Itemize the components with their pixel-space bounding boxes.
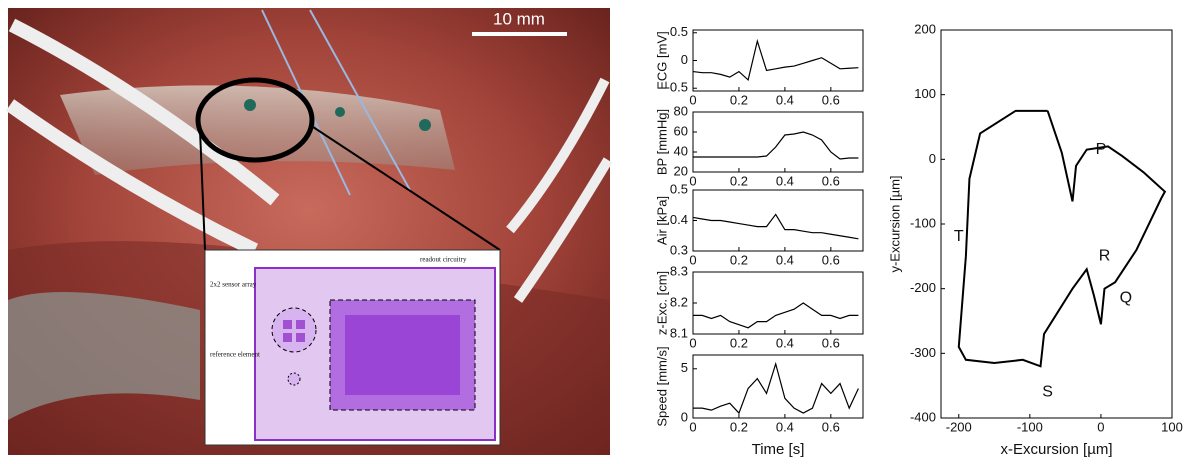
x-tick-label: -100 — [1017, 419, 1043, 434]
x-tick-label: 0.4 — [776, 252, 794, 267]
y-tick-label: 80 — [674, 103, 688, 118]
x-tick-label: 0.6 — [822, 419, 840, 434]
chip-label: reference element — [210, 351, 260, 359]
data-line — [693, 364, 858, 413]
x-tick-label: 0.4 — [776, 173, 794, 188]
x-tick-label: 0.6 — [822, 173, 840, 188]
y-tick-label: 100 — [914, 86, 936, 101]
plot-frame — [693, 30, 863, 91]
x-tick-label: 0 — [689, 419, 696, 434]
chip-label: readout circuitry — [420, 256, 467, 264]
annotation: R — [1099, 248, 1111, 265]
y-tick-label: -100 — [910, 215, 936, 230]
annotation: P — [1096, 141, 1107, 158]
y-tick-label: 0.5 — [670, 181, 688, 196]
y-tick-label: 0.3 — [670, 242, 688, 257]
x-tick-label: 0.4 — [776, 419, 794, 434]
y-tick-label: 0 — [681, 52, 688, 67]
y-tick-label: 0.5 — [670, 24, 688, 39]
data-line — [959, 111, 1165, 366]
x-tick-label: -200 — [946, 419, 972, 434]
y-axis-label: y-Excursion [µm] — [887, 175, 902, 272]
y-tick-label: 5 — [681, 360, 688, 375]
plot-frame — [693, 272, 863, 334]
x-axis-label: Time [s] — [752, 441, 805, 458]
photo: 10 mm 2x2 sensor array readout circuitry… — [8, 8, 610, 455]
y-axis-label: z-Exc. [cm] — [654, 271, 669, 335]
data-line — [693, 132, 858, 159]
x-tick-label: 0.2 — [730, 173, 748, 188]
x-tick-label: 0.4 — [776, 335, 794, 350]
plot-frame — [693, 112, 863, 172]
x-tick-label: 0 — [1097, 419, 1104, 434]
annotation: T — [954, 228, 964, 245]
y-tick-label: 20 — [674, 163, 688, 178]
x-tick-label: 100 — [1161, 419, 1183, 434]
y-tick-label: -400 — [910, 409, 936, 424]
y-tick-label: -200 — [910, 280, 936, 295]
x-axis-label: x-Excursion [µm] — [1001, 441, 1113, 458]
x-tick-label: 0.4 — [776, 92, 794, 107]
x-tick-label: 0.6 — [822, 252, 840, 267]
y-tick-label: 200 — [914, 21, 936, 36]
y-tick-label: 0.4 — [670, 212, 688, 227]
y-tick-label: 60 — [674, 123, 688, 138]
data-line — [693, 41, 858, 80]
x-tick-label: 0.6 — [822, 92, 840, 107]
y-tick-label: 8.3 — [670, 263, 688, 278]
figure: 10 mm 2x2 sensor array readout circuitry… — [0, 0, 1195, 459]
y-axis-label: BP [mmHg] — [654, 109, 669, 175]
data-line — [693, 303, 858, 328]
x-tick-label: 0.2 — [730, 92, 748, 107]
x-tick-label: 0 — [689, 252, 696, 267]
y-axis-label: ECG [mV] — [654, 31, 669, 90]
chip-label: 2x2 sensor array — [210, 281, 257, 289]
y-tick-label: 0 — [681, 409, 688, 424]
x-tick-label: 0 — [689, 335, 696, 350]
y-tick-label: -300 — [910, 345, 936, 360]
y-tick-label: 0 — [929, 151, 936, 166]
data-line — [693, 214, 858, 238]
y-tick-label: 8.2 — [670, 294, 688, 309]
y-tick-label: 40 — [674, 143, 688, 158]
x-tick-label: 0 — [689, 173, 696, 188]
x-tick-label: 0.6 — [822, 335, 840, 350]
x-tick-label: 0 — [689, 92, 696, 107]
plot-frame — [941, 30, 1172, 418]
annotation: Q — [1120, 290, 1132, 307]
x-tick-label: 0.2 — [730, 252, 748, 267]
y-axis-label: Air [kPa] — [654, 196, 669, 245]
y-tick-label: 8.1 — [670, 325, 688, 340]
x-tick-label: 0.2 — [730, 419, 748, 434]
annotation: S — [1042, 383, 1053, 400]
scale-label: 10 mm — [493, 9, 545, 28]
y-axis-label: Speed [mm/s] — [654, 346, 669, 426]
chip-inset: 2x2 sensor array readout circuitry refer… — [205, 250, 500, 445]
x-tick-label: 0.2 — [730, 335, 748, 350]
